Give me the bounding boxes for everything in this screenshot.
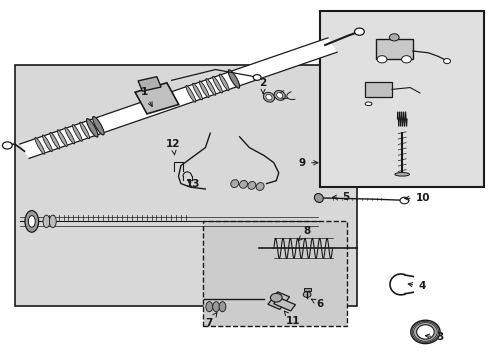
Ellipse shape	[256, 183, 264, 190]
Ellipse shape	[219, 74, 229, 91]
Text: 2: 2	[259, 78, 266, 94]
Text: 5: 5	[332, 192, 349, 202]
Circle shape	[2, 142, 12, 149]
Ellipse shape	[228, 70, 239, 88]
Ellipse shape	[247, 181, 255, 189]
Text: 12: 12	[165, 139, 180, 155]
Ellipse shape	[265, 94, 271, 100]
Ellipse shape	[410, 320, 439, 343]
Ellipse shape	[199, 81, 209, 98]
Ellipse shape	[35, 138, 45, 154]
Text: 4: 4	[407, 281, 425, 291]
Ellipse shape	[50, 132, 60, 149]
Bar	[320, 11, 483, 187]
Ellipse shape	[42, 135, 52, 152]
Ellipse shape	[43, 215, 50, 228]
Text: 9: 9	[298, 158, 317, 168]
Bar	[203, 221, 346, 326]
Circle shape	[253, 75, 261, 80]
Ellipse shape	[365, 102, 371, 105]
Ellipse shape	[185, 85, 195, 102]
Ellipse shape	[219, 302, 225, 312]
Ellipse shape	[314, 194, 323, 202]
Ellipse shape	[205, 78, 215, 95]
Ellipse shape	[25, 211, 39, 232]
Ellipse shape	[274, 90, 285, 100]
Circle shape	[443, 59, 449, 64]
Polygon shape	[364, 82, 391, 97]
Text: 11: 11	[284, 311, 300, 327]
Circle shape	[303, 292, 310, 297]
Ellipse shape	[49, 215, 56, 228]
Circle shape	[376, 56, 386, 63]
Ellipse shape	[57, 130, 67, 147]
Polygon shape	[375, 39, 412, 59]
Text: 13: 13	[185, 179, 200, 189]
Ellipse shape	[394, 172, 408, 176]
Polygon shape	[20, 38, 336, 158]
Text: 7: 7	[204, 312, 217, 328]
Circle shape	[401, 56, 410, 63]
Ellipse shape	[212, 302, 219, 312]
Ellipse shape	[205, 302, 212, 312]
Ellipse shape	[72, 125, 82, 141]
Text: 1: 1	[141, 87, 152, 107]
Ellipse shape	[28, 216, 35, 227]
Polygon shape	[135, 83, 179, 114]
Circle shape	[388, 34, 398, 41]
Polygon shape	[267, 292, 289, 309]
Text: 3: 3	[425, 332, 443, 342]
Polygon shape	[15, 65, 356, 306]
Ellipse shape	[80, 122, 89, 139]
Polygon shape	[138, 77, 161, 91]
Ellipse shape	[230, 180, 238, 188]
Polygon shape	[303, 288, 310, 291]
Circle shape	[270, 293, 282, 302]
Circle shape	[354, 28, 364, 35]
Ellipse shape	[86, 119, 98, 137]
Text: 10: 10	[404, 193, 429, 203]
Text: 8: 8	[298, 226, 310, 241]
Ellipse shape	[263, 92, 274, 102]
Ellipse shape	[92, 117, 104, 135]
Ellipse shape	[276, 93, 282, 98]
Polygon shape	[273, 297, 295, 311]
Text: 6: 6	[311, 299, 324, 309]
Ellipse shape	[65, 127, 75, 144]
Ellipse shape	[239, 180, 247, 188]
Ellipse shape	[192, 83, 202, 100]
Ellipse shape	[212, 76, 222, 93]
Ellipse shape	[416, 325, 433, 339]
Circle shape	[399, 197, 408, 204]
